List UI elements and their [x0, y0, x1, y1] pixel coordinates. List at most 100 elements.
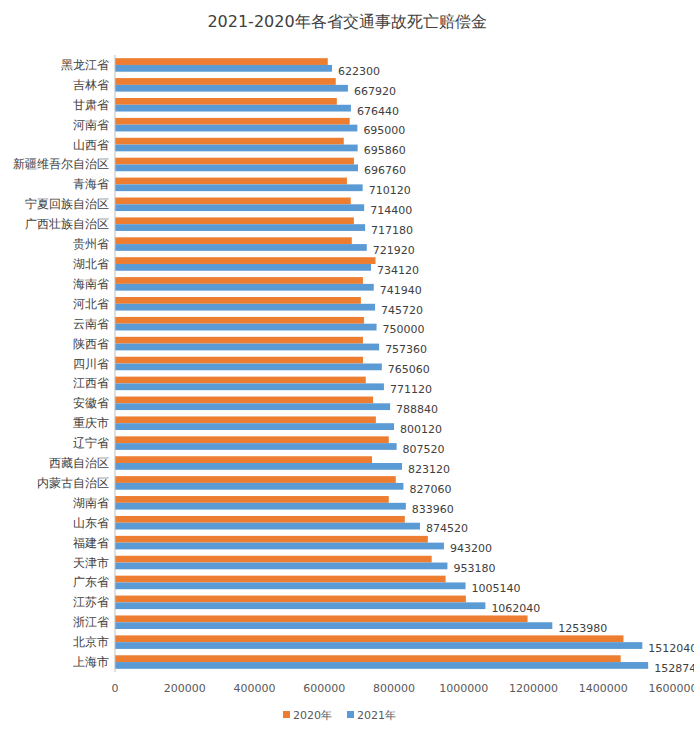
bar: [115, 622, 552, 629]
bar: [115, 662, 648, 669]
category-label: 河北省: [73, 297, 109, 311]
x-tick-label: 600000: [303, 682, 345, 695]
category-label: 辽宁省: [73, 436, 109, 450]
x-tick-label: 800000: [373, 682, 415, 695]
x-tick-label: 1200000: [509, 682, 558, 695]
data-label: 1253980: [558, 622, 607, 635]
bar: [115, 158, 354, 165]
category-label: 陕西省: [73, 337, 109, 351]
category-label: 宁夏回族自治区: [25, 197, 109, 211]
category-label: 江西省: [73, 376, 109, 390]
category-label: 河南省: [73, 118, 109, 132]
bar: [115, 145, 358, 152]
x-tick-label: 1600000: [649, 682, 694, 695]
category-label: 上海市: [73, 655, 109, 669]
chart: 2021-2020年各省交通事故死亡赔偿金0200000400000600000…: [0, 0, 694, 736]
bar: [115, 138, 344, 145]
data-label: 800120: [400, 423, 442, 436]
data-label: 695860: [364, 144, 406, 157]
bar: [115, 503, 406, 510]
data-label: 721920: [373, 244, 415, 257]
bar: [115, 635, 623, 642]
bar: [115, 397, 373, 404]
category-label: 重庆市: [73, 416, 109, 430]
category-label: 湖北省: [73, 257, 109, 271]
x-tick-label: 1000000: [439, 682, 488, 695]
data-label: 1512040: [648, 642, 694, 655]
data-label: 771120: [390, 383, 432, 396]
x-tick-label: 1400000: [579, 682, 628, 695]
category-label: 黑龙江省: [61, 58, 109, 72]
data-label: 1528740: [654, 662, 694, 675]
category-label: 四川省: [73, 357, 109, 371]
bar: [115, 364, 382, 371]
background: [0, 0, 694, 736]
bar: [115, 317, 364, 324]
bar: [115, 78, 336, 85]
bar: [115, 463, 402, 470]
bar: [115, 198, 351, 205]
data-label: 874520: [426, 522, 468, 535]
legend-label: 2021年: [357, 709, 396, 722]
category-label: 贵州省: [73, 237, 109, 251]
category-label: 西藏自治区: [49, 456, 109, 470]
data-label: 710120: [369, 184, 411, 197]
bar: [115, 496, 389, 503]
category-label: 北京市: [73, 635, 109, 649]
data-label: 667920: [354, 85, 396, 98]
bar: [115, 204, 364, 211]
category-label: 安徽省: [73, 396, 109, 410]
legend-label: 2020年: [293, 709, 332, 722]
bar: [115, 602, 485, 609]
data-label: 741940: [380, 284, 422, 297]
bar: [115, 304, 375, 311]
category-label: 新疆维吾尔自治区: [13, 157, 109, 171]
bar: [115, 277, 363, 284]
bar: [115, 257, 376, 264]
bars: [115, 58, 648, 669]
bar: [115, 436, 389, 443]
bar: [115, 184, 363, 191]
bar: [115, 443, 397, 450]
data-label: 676440: [357, 105, 399, 118]
x-tick-label: 0: [112, 682, 119, 695]
bar: [115, 65, 332, 72]
data-label: 827060: [409, 483, 451, 496]
bar: [115, 483, 403, 490]
bar: [115, 237, 352, 244]
data-label: 953180: [453, 562, 495, 575]
bar: [115, 642, 642, 649]
bar: [115, 344, 379, 351]
bar: [115, 244, 367, 251]
bar: [115, 98, 337, 105]
bar: [115, 337, 363, 344]
data-label: 765060: [388, 363, 430, 376]
bar: [115, 377, 366, 384]
title: 2021-2020年各省交通事故死亡赔偿金: [207, 12, 486, 31]
data-label: 734120: [377, 264, 419, 277]
bar: [115, 125, 357, 132]
bar: [115, 456, 372, 463]
legend-swatch: [347, 711, 354, 718]
category-label: 福建省: [73, 536, 109, 550]
bar: [115, 217, 354, 224]
category-label: 海南省: [73, 277, 109, 291]
bar: [115, 85, 348, 92]
category-label: 广东省: [73, 575, 109, 589]
bar: [115, 58, 328, 65]
bar: [115, 556, 432, 563]
bar: [115, 582, 466, 589]
bar: [115, 284, 374, 291]
data-label: 943200: [450, 542, 492, 555]
bar: [115, 105, 351, 112]
category-label: 广西壮族自治区: [25, 217, 109, 231]
bar: [115, 264, 371, 271]
bar: [115, 596, 466, 603]
axis-line: [115, 55, 116, 672]
bar: [115, 357, 363, 364]
bar: [115, 324, 377, 331]
data-label: 622300: [338, 65, 380, 78]
x-tick-label: 400000: [234, 682, 276, 695]
category-label: 吉林省: [73, 78, 109, 92]
bar: [115, 383, 384, 390]
